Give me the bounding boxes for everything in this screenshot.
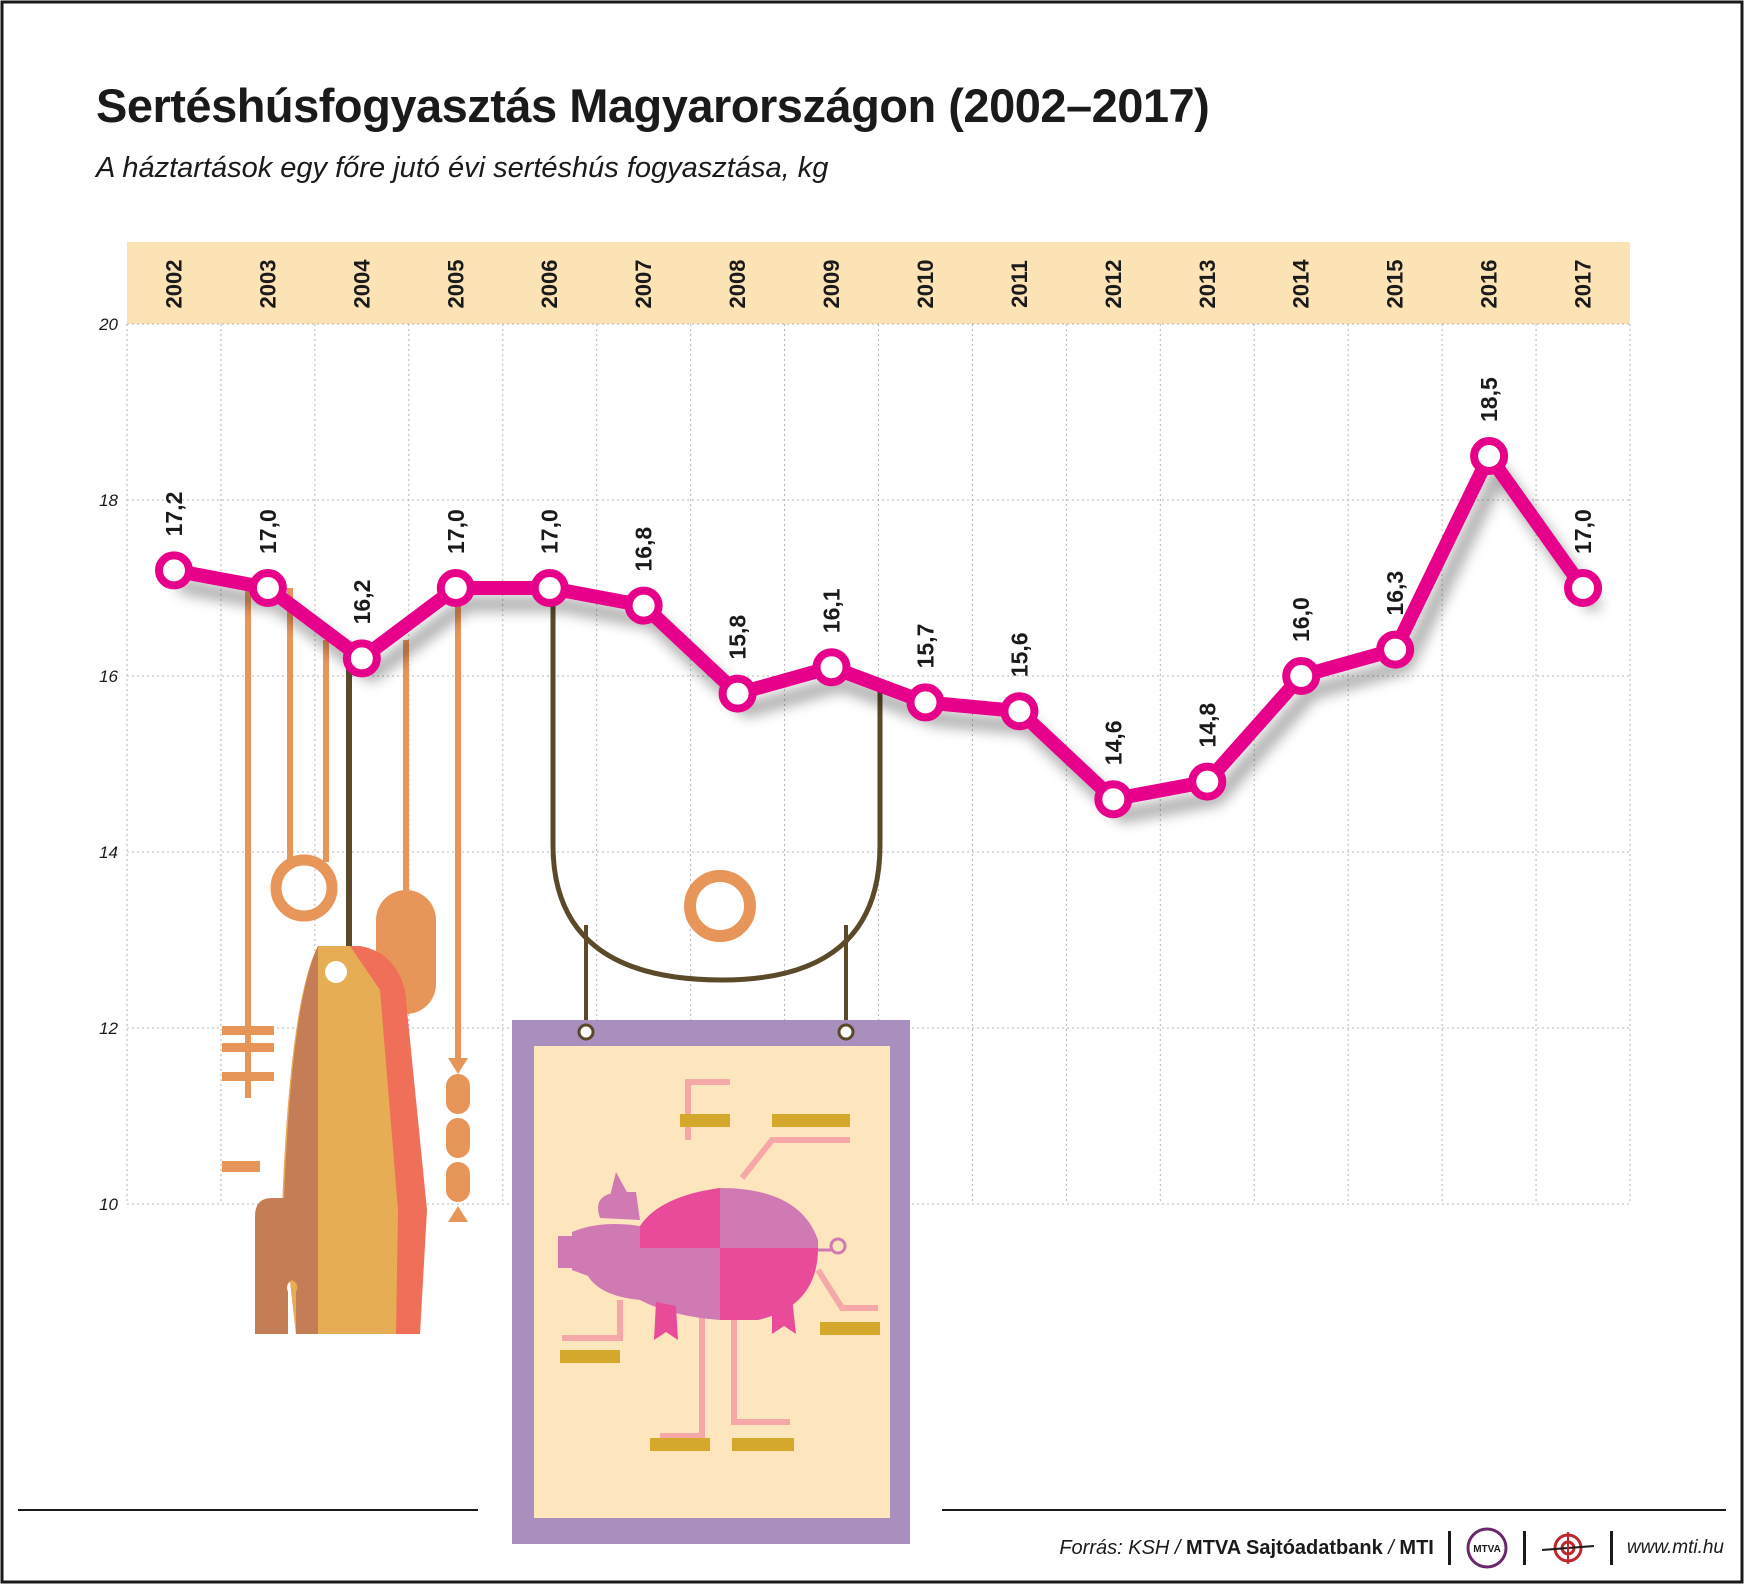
- data-point: [248, 569, 287, 607]
- x-tick-label: 2017: [1571, 260, 1596, 309]
- y-tick-label: 18: [99, 491, 118, 510]
- x-tick-label: 2014: [1289, 259, 1314, 309]
- data-point: [1282, 657, 1321, 695]
- data-point: [1470, 437, 1509, 475]
- data-label: 16,2: [349, 580, 375, 625]
- y-axis-ticks: 10 12 14 16 18 20: [98, 315, 118, 1214]
- year-header-band: [127, 242, 1630, 324]
- x-tick-label: 2013: [1195, 260, 1220, 309]
- footer: Forrás: KSH / MTVA Sajtóadatbank / MTI M…: [1059, 1527, 1724, 1569]
- x-tick-label: 2006: [537, 260, 562, 309]
- data-point: [1376, 630, 1415, 669]
- mti-logo-icon: [1541, 1532, 1594, 1564]
- data-label: 17,0: [537, 509, 563, 554]
- data-label: 16,1: [819, 588, 845, 633]
- x-tick-label: 2015: [1383, 260, 1408, 309]
- chart-title: Sertéshúsfogyasztás Magyarországon (2002…: [96, 79, 1210, 132]
- mtva-logo-icon: MTVA: [1466, 1527, 1508, 1569]
- data-label: 16,3: [1382, 571, 1408, 616]
- data-point-markers: [154, 437, 1603, 819]
- pig-cuts-sign-icon: [512, 600, 910, 1544]
- data-point: [1188, 762, 1227, 801]
- data-labels: 17,2 17,0 16,2 17,0 17,0 16,8 15,8 16,1 15,7 15,6…: [161, 377, 1596, 765]
- hanging-sausages-icon: [446, 588, 470, 1222]
- data-point: [812, 648, 851, 687]
- x-axis-year-labels: 2002 2003 2004 2005 2006 2007 2008 2009 2010 2011…: [161, 259, 1595, 309]
- data-point: [342, 639, 381, 678]
- separator: [1447, 1531, 1451, 1565]
- data-label: 14,8: [1194, 703, 1220, 748]
- y-tick-label: 14: [99, 843, 118, 862]
- separator: [1609, 1531, 1613, 1565]
- x-tick-label: 2009: [819, 260, 844, 309]
- data-point: [906, 683, 945, 722]
- x-tick-label: 2002: [161, 260, 186, 309]
- data-point: [154, 551, 193, 590]
- data-point: [436, 569, 475, 607]
- x-tick-label: 2008: [725, 260, 750, 309]
- data-label: 18,5: [1476, 377, 1502, 422]
- x-tick-label: 2012: [1101, 260, 1126, 309]
- y-tick-label: 10: [99, 1195, 118, 1214]
- data-label: 17,2: [161, 492, 187, 537]
- data-label: 16,8: [631, 527, 657, 572]
- data-label: 17,0: [1570, 509, 1596, 554]
- x-tick-label: 2011: [1007, 260, 1032, 308]
- mtva-logo-text: MTVA: [1473, 1544, 1501, 1555]
- data-label: 15,8: [725, 615, 751, 660]
- y-tick-label: 12: [99, 1019, 118, 1038]
- data-label: 15,6: [1006, 632, 1032, 677]
- x-tick-label: 2003: [255, 260, 280, 309]
- y-tick-label: 16: [99, 667, 118, 686]
- x-tick-label: 2005: [443, 260, 468, 309]
- hanging-ham-icon: [255, 665, 427, 1334]
- x-tick-label: 2007: [631, 260, 656, 309]
- data-point: [718, 674, 757, 713]
- data-point: [624, 586, 663, 625]
- data-label: 16,0: [1288, 597, 1314, 642]
- source-text: Forrás: KSH / MTVA Sajtóadatbank / MTI: [1059, 1536, 1434, 1559]
- data-label: 17,0: [443, 509, 469, 554]
- data-label: 14,6: [1100, 720, 1126, 765]
- chart-subtitle: A háztartások egy főre jutó évi sertéshú…: [96, 152, 829, 184]
- website-url: www.mti.hu: [1626, 1537, 1724, 1558]
- data-point: [1000, 692, 1039, 731]
- data-point: [1094, 780, 1133, 819]
- series-line: [166, 449, 1591, 807]
- data-point: [1564, 569, 1603, 607]
- y-tick-label: 20: [98, 315, 118, 334]
- data-point: [530, 569, 569, 607]
- x-tick-label: 2016: [1477, 260, 1502, 309]
- separator: [1522, 1531, 1526, 1565]
- data-label: 17,0: [255, 509, 281, 554]
- data-label: 15,7: [912, 624, 938, 669]
- x-tick-label: 2004: [349, 259, 374, 309]
- x-tick-label: 2010: [913, 260, 938, 309]
